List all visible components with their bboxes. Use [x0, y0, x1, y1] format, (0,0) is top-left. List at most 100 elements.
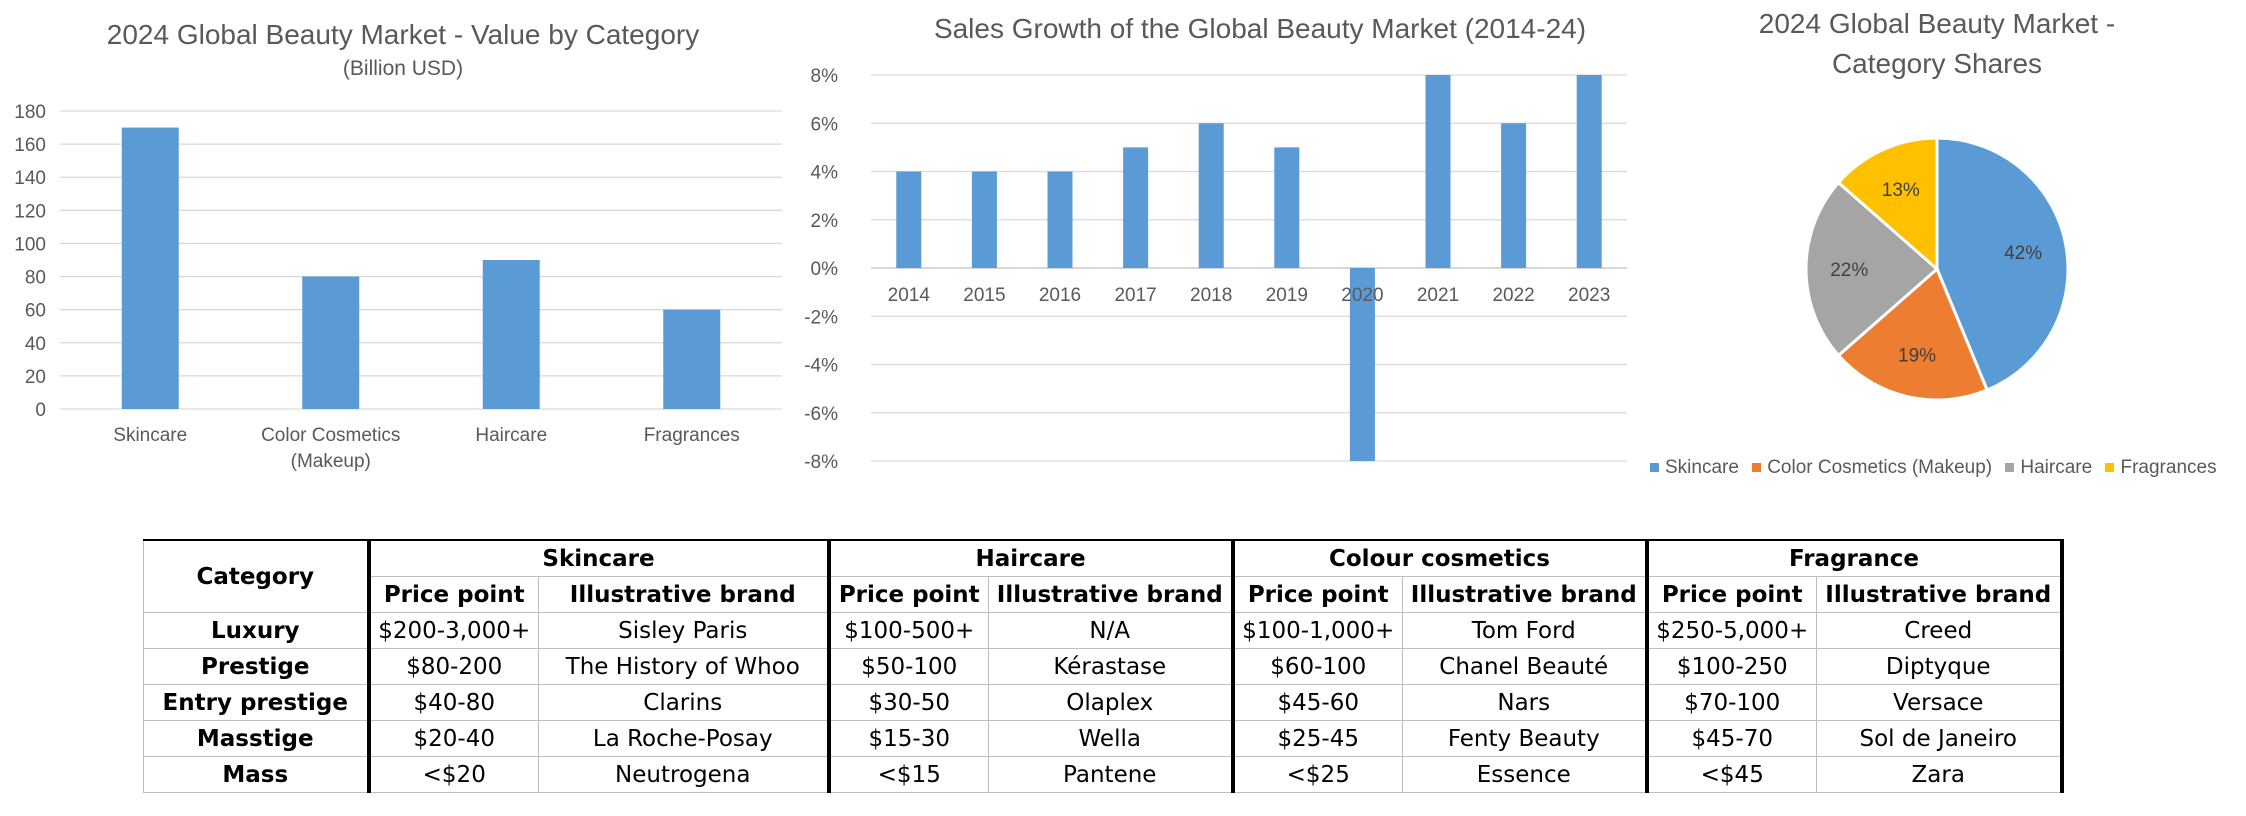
x-category-label: 2022: [1492, 285, 1534, 306]
pie-data-label: 19%: [1898, 345, 1936, 366]
bar: [1349, 268, 1375, 461]
legend-label: Skincare: [1665, 457, 1739, 478]
row-category-label: Entry prestige: [143, 684, 369, 721]
price-point-cell: $100-250: [1644, 648, 1817, 685]
group-header-fragrance: Fragrance: [1644, 539, 2064, 577]
subheader-price-point: Price point: [366, 576, 539, 613]
x-category-label: 2023: [1568, 285, 1610, 306]
brand-cell: Tom Ford: [1402, 612, 1647, 649]
price-point-cell: $20-40: [366, 720, 539, 757]
bar: [1123, 147, 1149, 268]
market-segments-table: Category Skincare Haircare Colour cosmet…: [143, 539, 2064, 793]
x-category-label: 2019: [1266, 285, 1308, 306]
x-category-label: (Makeup): [291, 451, 371, 472]
chart-title-line-1: 2024 Global Beauty Market -: [1759, 8, 2115, 39]
y-tick-label: 180: [14, 102, 46, 123]
brand-cell: Essence: [1402, 756, 1647, 793]
price-point-cell: $60-100: [1230, 648, 1403, 685]
brand-cell: La Roche-Posay: [538, 720, 829, 757]
pie-slice: [1935, 136, 2070, 392]
row-category-label: Luxury: [143, 612, 369, 649]
price-point-cell: $200-3,000+: [366, 612, 539, 649]
y-tick-label: -8%: [804, 452, 838, 473]
subheader-illustrative-brand: Illustrative brand: [538, 576, 829, 613]
table-row: Luxury $200-3,000+ Sisley Paris $100-500+ N/…: [143, 612, 2064, 649]
bar: [663, 309, 721, 409]
y-tick-label: -2%: [804, 307, 838, 328]
group-header-haircare: Haircare: [826, 539, 1233, 577]
brand-cell: Versace: [1816, 684, 2064, 721]
price-point-cell: <$45: [1644, 756, 1817, 793]
pie-data-labels: 42% 19% 22% 13%: [1830, 180, 2042, 366]
pie-data-label: 13%: [1882, 180, 1920, 201]
value-by-category-chart: 2024 Global Beauty Market - Value by Cat…: [14, 19, 782, 472]
brand-cell: Diptyque: [1816, 648, 2064, 685]
x-category-label: 2015: [963, 285, 1005, 306]
brand-cell: Nars: [1402, 684, 1647, 721]
x-category-label: 2016: [1039, 285, 1081, 306]
subheader-price-point: Price point: [1230, 576, 1403, 613]
legend-swatch: [2105, 463, 2115, 473]
group-header-colour-cosmetics: Colour cosmetics: [1230, 539, 1647, 577]
x-category-label: 2021: [1417, 285, 1459, 306]
x-category-label: Haircare: [475, 425, 547, 446]
price-point-cell: $50-100: [826, 648, 989, 685]
x-category-label: 2017: [1114, 285, 1156, 306]
chart-subtitle: (Billion USD): [343, 57, 463, 80]
table-row: Masstige $20-40 La Roche-Posay $15-30 Wella $…: [143, 720, 2064, 757]
price-point-cell: $15-30: [826, 720, 989, 757]
brand-cell: Zara: [1816, 756, 2064, 793]
sales-growth-chart: Sales Growth of the Global Beauty Market…: [804, 13, 1627, 473]
y-tick-label: -4%: [804, 356, 838, 377]
bars: [121, 127, 721, 410]
subheader-price-point: Price point: [826, 576, 989, 613]
group-header-skincare: Skincare: [366, 539, 829, 577]
category-header: Category: [143, 539, 369, 613]
y-tick-label: 60: [25, 301, 46, 322]
brand-cell: Fenty Beauty: [1402, 720, 1647, 757]
price-point-cell: $45-60: [1230, 684, 1403, 721]
price-point-cell: $30-50: [826, 684, 989, 721]
legend-item-fragrances: Fragrances: [2105, 457, 2217, 479]
price-point-cell: $40-80: [366, 684, 539, 721]
row-category-label: Masstige: [143, 720, 369, 757]
y-tick-label: 4%: [811, 163, 839, 184]
table-row: Mass <$20 Neutrogena <$15 Pantene <$25 Essence…: [143, 756, 2064, 793]
gridlines: [871, 74, 1627, 462]
y-tick-label: 120: [14, 201, 46, 222]
brand-cell: Pantene: [988, 756, 1233, 793]
y-tick-label: 20: [25, 367, 46, 388]
pie-slice: [1804, 180, 1940, 358]
legend-label: Color Cosmetics (Makeup): [1767, 457, 1993, 478]
legend-swatch: [1650, 463, 1659, 473]
brand-cell: The History of Whoo: [538, 648, 829, 685]
legend-label: Haircare: [2020, 457, 2093, 478]
price-point-cell: <$25: [1230, 756, 1403, 793]
y-tick-label: 0: [35, 400, 46, 421]
table-row: Prestige $80-200 The History of Whoo $50-10…: [143, 648, 2064, 685]
chart-title: Sales Growth of the Global Beauty Market…: [934, 13, 1586, 44]
bar: [1425, 75, 1451, 268]
brand-cell: Sol de Janeiro: [1816, 720, 2064, 757]
bar: [1198, 123, 1224, 268]
y-tick-label: 0%: [811, 259, 839, 280]
bar: [1576, 75, 1602, 268]
subheader-illustrative-brand: Illustrative brand: [1402, 576, 1647, 613]
legend-label: Fragrances: [2120, 457, 2217, 478]
y-tick-label: 140: [14, 168, 46, 189]
pie-slice: [1836, 136, 1939, 273]
price-point-cell: $45-70: [1644, 720, 1817, 757]
x-category-label: Fragrances: [644, 425, 740, 446]
chart-title: 2024 Global Beauty Market - Value by Cat…: [107, 19, 699, 50]
price-point-cell: $70-100: [1644, 684, 1817, 721]
bar: [971, 171, 997, 268]
bar: [1047, 171, 1073, 268]
y-tick-label: -6%: [804, 404, 838, 425]
brand-cell: Sisley Paris: [538, 612, 829, 649]
gridlines: [60, 110, 782, 410]
x-category-label: 2018: [1190, 285, 1232, 306]
bar: [482, 260, 540, 409]
pie-slices: [1804, 136, 2070, 402]
price-point-cell: <$20: [366, 756, 539, 793]
brand-cell: Clarins: [538, 684, 829, 721]
